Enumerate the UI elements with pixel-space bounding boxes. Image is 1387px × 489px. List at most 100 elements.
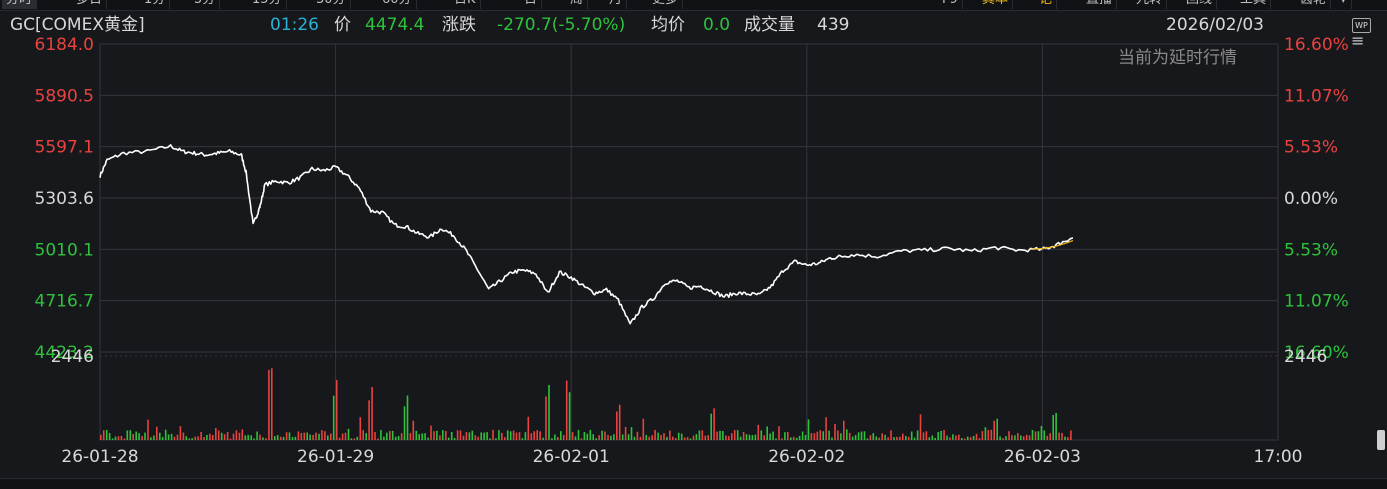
volume-bar bbox=[197, 436, 199, 440]
menu-icon[interactable]: ≡ bbox=[1351, 31, 1365, 50]
volume-bar bbox=[701, 430, 704, 440]
volume-bar bbox=[315, 432, 317, 440]
volume-bar bbox=[542, 437, 544, 440]
tab-11[interactable]: 更多 bbox=[648, 0, 684, 9]
volume-bar bbox=[784, 432, 786, 440]
volume-bar bbox=[1061, 432, 1063, 440]
volume-bar bbox=[760, 430, 763, 440]
toolbar-item-6[interactable]: 工具 bbox=[1236, 0, 1272, 9]
volume-bar bbox=[468, 432, 471, 440]
tab-0[interactable]: 分时 bbox=[2, 0, 38, 9]
chart-grid bbox=[99, 43, 1279, 441]
volume-bar bbox=[825, 417, 827, 440]
volume-bar bbox=[869, 435, 872, 440]
volume-bar bbox=[952, 434, 954, 440]
tab-5[interactable]: 30分 bbox=[312, 0, 351, 9]
wp-badge-button[interactable]: WP bbox=[1352, 18, 1371, 33]
volume-bar bbox=[589, 429, 592, 440]
tab-4[interactable]: 15分 bbox=[248, 0, 287, 9]
toolbar-item-1[interactable]: 其本 bbox=[978, 0, 1014, 9]
toolbar-item-0[interactable]: F9 bbox=[938, 0, 963, 9]
volume-bar bbox=[627, 434, 630, 440]
volume-bar bbox=[480, 432, 482, 440]
volume-bar bbox=[226, 431, 229, 440]
volume-bar bbox=[902, 433, 904, 440]
volume-bar bbox=[792, 436, 795, 440]
volume-bar bbox=[1034, 431, 1037, 440]
volume-bar bbox=[327, 435, 329, 440]
tab-7[interactable]: 日K bbox=[450, 0, 481, 9]
volume-bar bbox=[931, 435, 934, 440]
volume-bar bbox=[775, 438, 777, 440]
x-tick-0: 26-01-28 bbox=[61, 447, 138, 467]
toolbar-item-7[interactable]: 齿轮 bbox=[1296, 0, 1332, 9]
volume-bar bbox=[568, 392, 571, 440]
volume-bar bbox=[707, 435, 709, 440]
volume-bar bbox=[492, 429, 494, 440]
toolbar-item-2[interactable]: 记 bbox=[1035, 0, 1058, 9]
volume-bar bbox=[1017, 433, 1019, 440]
volume-bar bbox=[403, 406, 406, 440]
volume-bar bbox=[141, 436, 143, 440]
volume-bar bbox=[247, 434, 249, 440]
toolbar-item-5[interactable]: 回线 bbox=[1182, 0, 1218, 9]
volume-bar bbox=[1049, 433, 1051, 440]
volume-bar bbox=[330, 433, 332, 440]
volume-bar bbox=[129, 430, 132, 440]
volume-bar bbox=[253, 438, 255, 440]
volume-bar bbox=[465, 432, 468, 440]
volume-bar bbox=[527, 416, 530, 440]
volume-bar bbox=[173, 436, 176, 440]
tab-6[interactable]: 60分 bbox=[378, 0, 417, 9]
volume-bar bbox=[418, 434, 420, 440]
volume-bar bbox=[179, 426, 182, 440]
volume-bar bbox=[636, 431, 639, 440]
tab-10[interactable]: 月 bbox=[605, 0, 628, 9]
volume-bar bbox=[837, 430, 839, 440]
volume-bar bbox=[415, 430, 418, 440]
quote-time: 01:26 bbox=[270, 15, 319, 35]
volume-bar bbox=[966, 436, 969, 440]
volume-bar bbox=[574, 436, 577, 440]
volume-bar bbox=[686, 437, 689, 440]
volume-bar bbox=[878, 437, 880, 440]
volume-bar bbox=[834, 424, 836, 440]
volume-bar bbox=[860, 431, 863, 440]
volume-bar bbox=[822, 431, 824, 440]
volume-bar bbox=[300, 433, 303, 440]
volume-bar bbox=[1005, 436, 1007, 440]
tab-1[interactable]: 多日 bbox=[72, 0, 108, 9]
volume-bar bbox=[1064, 436, 1066, 440]
plot-frame bbox=[99, 43, 1279, 441]
volume-bar bbox=[863, 431, 866, 440]
volume-bar bbox=[884, 434, 886, 440]
volume-bar bbox=[642, 418, 645, 440]
volume-bar bbox=[495, 438, 497, 440]
volume-bar bbox=[156, 426, 158, 440]
tab-9[interactable]: 周 bbox=[566, 0, 589, 9]
volume-bar bbox=[551, 438, 553, 440]
toolbar-item-8[interactable]: ▾ bbox=[1336, 0, 1352, 9]
tab-3[interactable]: 5分 bbox=[190, 0, 221, 9]
scrollbar-thumb[interactable] bbox=[1377, 430, 1385, 450]
volume-bar bbox=[875, 436, 878, 440]
toolbar-item-3[interactable]: 直播 bbox=[1082, 0, 1118, 9]
volume-bar bbox=[716, 431, 718, 440]
y-tick-right-1: 11.07% bbox=[1284, 86, 1349, 106]
volume-bar bbox=[406, 395, 409, 440]
volume-bar bbox=[736, 430, 739, 440]
volume-bar bbox=[890, 430, 892, 440]
volume-bar bbox=[928, 437, 931, 440]
volume-bar bbox=[1067, 437, 1069, 440]
volume-bar bbox=[854, 435, 857, 440]
tab-8[interactable]: 日 bbox=[520, 0, 543, 9]
volume-bar bbox=[592, 434, 594, 440]
toolbar-item-4[interactable]: 九转 bbox=[1132, 0, 1168, 9]
volume-tick-right: 2446 bbox=[1284, 347, 1327, 367]
volume-bar bbox=[999, 436, 1001, 440]
y-tick-right-4: 5.53% bbox=[1284, 240, 1338, 260]
tab-2[interactable]: 1分 bbox=[140, 0, 171, 9]
volume-bar bbox=[347, 428, 350, 440]
volume-bar bbox=[108, 433, 111, 440]
volume-bar bbox=[332, 395, 335, 440]
